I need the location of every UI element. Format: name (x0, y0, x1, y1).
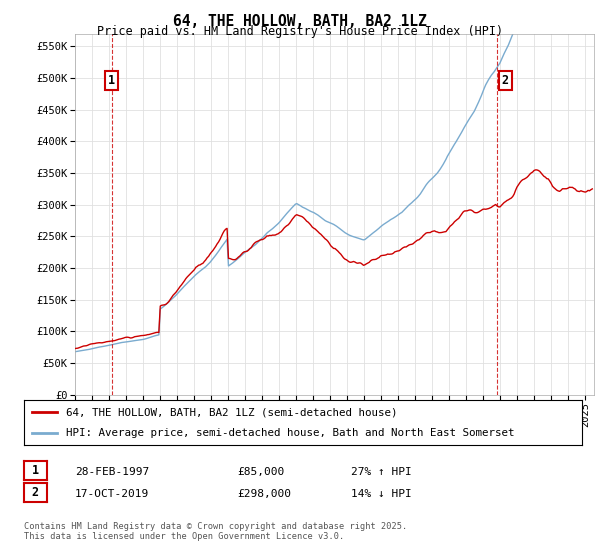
Text: 2: 2 (32, 486, 39, 500)
Text: 1: 1 (108, 74, 115, 87)
Text: 28-FEB-1997: 28-FEB-1997 (75, 466, 149, 477)
Text: HPI: Average price, semi-detached house, Bath and North East Somerset: HPI: Average price, semi-detached house,… (66, 428, 514, 438)
Text: Contains HM Land Registry data © Crown copyright and database right 2025.
This d: Contains HM Land Registry data © Crown c… (24, 522, 407, 542)
Text: 27% ↑ HPI: 27% ↑ HPI (351, 466, 412, 477)
Text: 14% ↓ HPI: 14% ↓ HPI (351, 489, 412, 499)
Text: 64, THE HOLLOW, BATH, BA2 1LZ: 64, THE HOLLOW, BATH, BA2 1LZ (173, 14, 427, 29)
Text: 64, THE HOLLOW, BATH, BA2 1LZ (semi-detached house): 64, THE HOLLOW, BATH, BA2 1LZ (semi-deta… (66, 408, 397, 418)
Text: 1: 1 (32, 464, 39, 477)
Text: £298,000: £298,000 (237, 489, 291, 499)
Text: £85,000: £85,000 (237, 466, 284, 477)
Text: Price paid vs. HM Land Registry's House Price Index (HPI): Price paid vs. HM Land Registry's House … (97, 25, 503, 38)
Text: 2: 2 (502, 74, 509, 87)
Text: 17-OCT-2019: 17-OCT-2019 (75, 489, 149, 499)
